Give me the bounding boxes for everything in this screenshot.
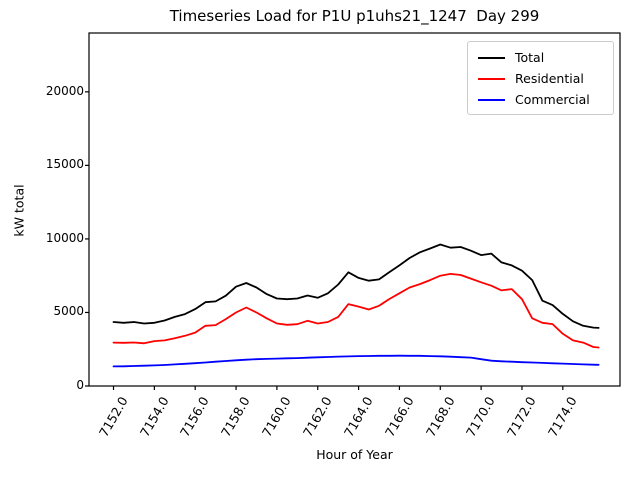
legend-swatch-total <box>478 56 505 59</box>
x-axis-label: Hour of Year <box>316 447 393 462</box>
y-tick-label: 15000 <box>45 157 84 172</box>
chart-title: Timeseries Load for P1U p1uhs21_1247 Day… <box>169 7 540 25</box>
legend-item-residential: Residential <box>468 68 613 89</box>
y-tick-label: 0 <box>76 378 84 392</box>
y-tick-label: 20000 <box>45 83 84 98</box>
legend-item-commercial: Commercial <box>468 89 613 110</box>
legend-item-total: Total <box>468 47 613 68</box>
legend-swatch-commercial <box>478 98 505 101</box>
legend-label: Residential <box>515 71 584 86</box>
series-line-total <box>112 243 600 329</box>
series-line-residential <box>112 272 600 349</box>
legend-label: Commercial <box>515 92 590 107</box>
series-line-commercial <box>112 354 600 368</box>
y-tick-label: 10000 <box>45 230 84 245</box>
legend-swatch-residential <box>478 77 505 80</box>
y-tick-label: 5000 <box>53 304 84 319</box>
legend: Total Residential Commercial <box>467 41 614 115</box>
axes-frame <box>88 32 621 387</box>
y-axis-label: kW total <box>11 184 27 237</box>
legend-label: Total <box>515 50 545 65</box>
